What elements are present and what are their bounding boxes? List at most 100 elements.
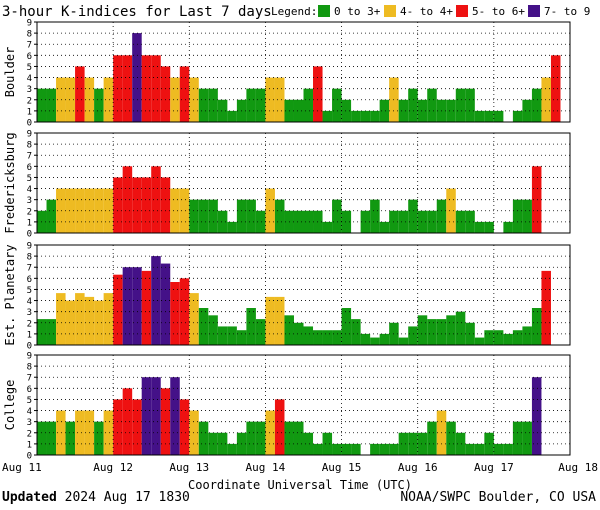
y-tick-label: 2 [27, 319, 32, 329]
k-bar [531, 88, 542, 122]
updated-value: 2024 Aug 17 1830 [64, 490, 190, 505]
panel-ylabel: Boulder [3, 47, 17, 98]
legend: 0 to 3+ 4- to 4+ 5- to 6+ 7- to 9 [318, 5, 590, 18]
y-tick-label: 9 [27, 19, 32, 29]
k-bar [332, 199, 342, 233]
k-bar [427, 210, 437, 233]
k-bar [246, 308, 256, 345]
k-bar [75, 188, 85, 233]
k-bar [141, 270, 152, 345]
k-bar [313, 330, 323, 345]
y-tick-label: 4 [27, 407, 32, 417]
k-bar [493, 110, 504, 122]
legend-label: Legend: [271, 5, 317, 18]
k-bar [255, 319, 266, 345]
y-tick-label: 1 [27, 218, 32, 228]
y-tick-label: 1 [27, 330, 32, 340]
k-bar [179, 188, 190, 233]
k-bar [56, 410, 66, 455]
k-bar [75, 410, 85, 455]
y-tick-label: 4 [27, 74, 32, 84]
k-bar [503, 221, 513, 233]
k-bar [531, 166, 542, 233]
y-tick-label: 8 [27, 363, 32, 373]
k-bar [227, 326, 237, 345]
x-tick-label: Aug 18 [558, 461, 598, 474]
k-bar [255, 88, 266, 122]
k-bar [332, 330, 342, 345]
k-bar [217, 99, 228, 122]
k-bar [56, 77, 66, 122]
k-bar [503, 333, 513, 345]
k-bar [408, 88, 418, 122]
k-bar [360, 110, 371, 122]
k-bar [341, 99, 352, 122]
k-bar [94, 421, 104, 455]
source-footer: NOAA/SWPC Boulder, CO USA [400, 490, 596, 505]
k-bar [208, 315, 218, 345]
k-bar [56, 188, 66, 233]
k-bar [341, 210, 352, 233]
panel-frame [36, 21, 571, 123]
x-tick-label: Aug 14 [246, 461, 286, 474]
x-tick-label: Aug 11 [2, 461, 42, 474]
y-tick-label: 0 [27, 452, 32, 462]
y-tick-label: 7 [27, 374, 32, 384]
y-tick-label: 7 [27, 41, 32, 51]
k-bar [351, 319, 361, 345]
k-bar [493, 330, 504, 345]
y-tick-label: 5 [27, 174, 32, 184]
x-tick-label: Aug 16 [398, 461, 438, 474]
legend-swatch [528, 5, 540, 17]
k-bar [408, 326, 418, 345]
k-bar [474, 110, 485, 122]
legend-entry: 4- to 4+ [400, 5, 453, 18]
k-bar [455, 311, 466, 345]
k-bar [122, 388, 133, 455]
k-bar [208, 88, 218, 122]
k-bar [322, 110, 333, 122]
y-tick-label: 3 [27, 418, 32, 428]
y-tick-label: 3 [27, 308, 32, 318]
k-bar [512, 199, 523, 233]
k-bar [75, 293, 85, 345]
y-tick-label: 3 [27, 85, 32, 95]
k-bar [484, 221, 494, 233]
x-tick-label: Aug 13 [169, 461, 209, 474]
k-bar [522, 199, 532, 233]
k-bar [408, 199, 418, 233]
k-bar [65, 77, 76, 122]
k-bar [446, 315, 456, 345]
k-bar [389, 443, 399, 455]
k-bar [132, 267, 142, 345]
y-tick-label: 4 [27, 185, 32, 195]
y-tick-label: 3 [27, 196, 32, 206]
y-tick-label: 0 [27, 342, 32, 352]
k-bar [179, 278, 190, 345]
chart-panels: 0123456789Boulder0123456789Fredericksbur… [3, 19, 571, 462]
k-bar [427, 88, 437, 122]
k-bar [322, 330, 333, 345]
k-bar [246, 199, 256, 233]
k-bar [227, 443, 237, 455]
y-tick-label: 1 [27, 107, 32, 117]
k-bar [56, 293, 66, 345]
x-tick-label: Aug 15 [322, 461, 362, 474]
x-axis-label: Coordinate Universal Time (UTC) [188, 478, 412, 492]
k-bar [332, 443, 342, 455]
k-bar [151, 166, 161, 233]
k-bar [103, 293, 114, 345]
y-tick-label: 8 [27, 141, 32, 151]
x-tick-label: Aug 12 [93, 461, 133, 474]
k-bar [436, 199, 447, 233]
k-bar [446, 421, 456, 455]
k-bar [303, 88, 314, 122]
k-bar [46, 421, 57, 455]
k-bar [189, 199, 199, 233]
k-bar [132, 177, 142, 233]
k-bar [465, 443, 475, 455]
k-bar [351, 443, 361, 455]
k-bar [522, 326, 532, 345]
k-bar [151, 55, 161, 122]
